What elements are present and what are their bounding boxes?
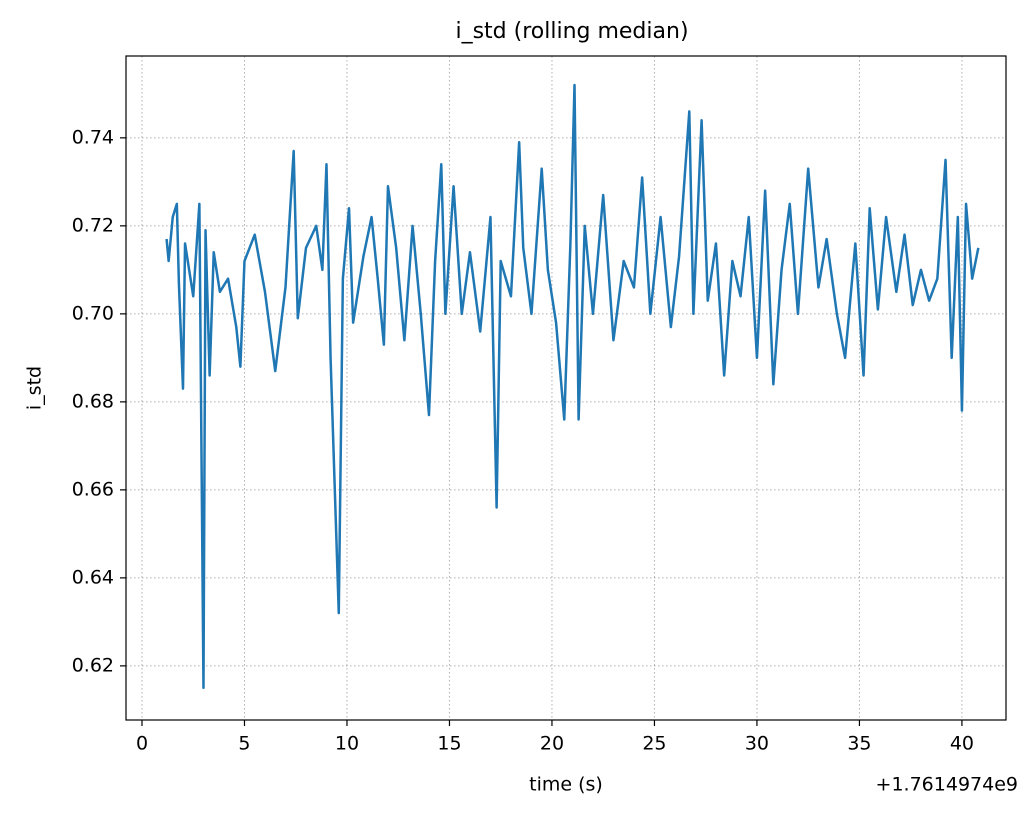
plot-frame <box>125 55 1007 721</box>
y-tick-label: 0.74 <box>72 126 114 148</box>
x-tick-label: 20 <box>540 733 564 755</box>
x-tick-label: 0 <box>136 733 148 755</box>
x-tick-label: 25 <box>642 733 666 755</box>
x-offset-label: +1.7614974e9 <box>876 774 1018 796</box>
y-axis-label: i_std <box>24 366 46 410</box>
y-tick-label: 0.70 <box>72 302 114 324</box>
y-tick-label: 0.68 <box>72 390 114 412</box>
x-tick-label: 15 <box>437 733 461 755</box>
y-tick-label: 0.66 <box>72 478 114 500</box>
y-tick-label: 0.64 <box>72 566 114 588</box>
data-line <box>165 83 980 690</box>
y-tick-label: 0.62 <box>72 654 114 676</box>
x-tick-label: 5 <box>238 733 250 755</box>
chart-title: i_std (rolling median) <box>455 19 688 44</box>
x-tick-label: 35 <box>847 733 871 755</box>
x-tick-label: 30 <box>745 733 769 755</box>
x-tick-label: 10 <box>335 733 359 755</box>
x-tick-label: 40 <box>950 733 974 755</box>
x-axis-label: time (s) <box>529 774 603 796</box>
y-tick-label: 0.72 <box>72 214 114 236</box>
